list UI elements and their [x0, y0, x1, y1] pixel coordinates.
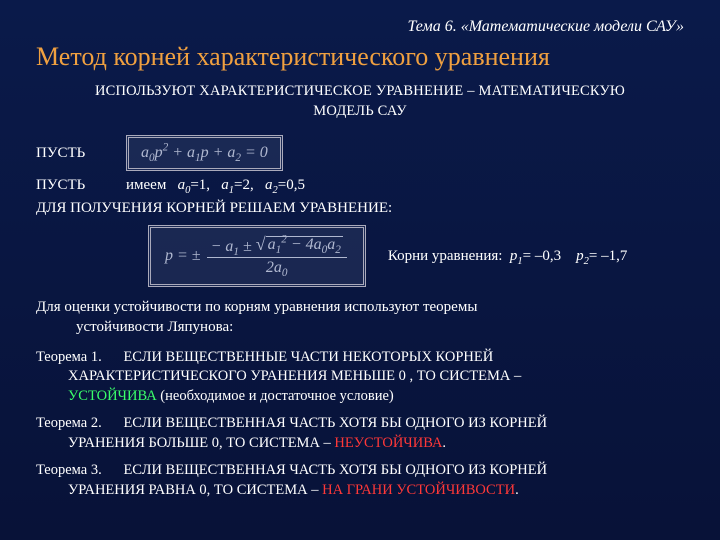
lyapunov-intro: Для оценки устойчивости по корням уравне…: [36, 297, 684, 338]
char-eq-text: a0p2 + a1p + a2 = 0: [141, 144, 268, 161]
theorem-1: Теорема 1. ЕСЛИ ВЕЩЕСТВЕННЫЕ ЧАСТИ НЕКОТ…: [36, 348, 684, 407]
theorem-3-tail: .: [515, 482, 519, 498]
have-word: имеем: [126, 177, 166, 194]
roots-text: Корни уравнения: p1= –0,3 p2= –1,7: [388, 248, 628, 265]
root-1: p1= –0,3: [510, 248, 561, 264]
theorem-2-pre: ЕСЛИ ВЕЩЕСТВЕННАЯ ЧАСТЬ ХОТЯ БЫ ОДНОГО И…: [123, 415, 547, 431]
theorem-1-body: ХАРАКТЕРИСТИЧЕСКОГО УРАНЕНИЯ МЕНЬШЕ 0 , …: [68, 368, 521, 384]
uses-line-1: ИСПОЛЬЗУЮТ ХАРАКТЕРИСТИЧЕСКОЕ УРАВНЕНИЕ …: [95, 83, 625, 99]
char-eq-row: ПУСТЬ a0p2 + a1p + a2 = 0: [36, 135, 684, 171]
roots-row: p = ± − a1 ± √a12 − 4a0a2 2a0 Корни урав…: [36, 225, 684, 287]
theorem-1-status: УСТОЙЧИВА: [68, 388, 157, 404]
lyap-line-1: Для оценки устойчивости по корням уравне…: [36, 299, 477, 315]
roots-label: Корни уравнения:: [388, 248, 503, 264]
coefs-row: ПУСТЬ имеем a0=1, a1=2, a2=0,5: [36, 177, 684, 194]
root-2: p2= –1,7: [576, 248, 627, 264]
theorem-2: Теорема 2. ЕСЛИ ВЕЩЕСТВЕННАЯ ЧАСТЬ ХОТЯ …: [36, 414, 684, 453]
theorem-2-status: НЕУСТОЙЧИВА: [334, 435, 442, 451]
theorem-1-pre: ЕСЛИ ВЕЩЕСТВЕННЫЕ ЧАСТИ НЕКОТОРЫХ КОРНЕЙ: [123, 349, 493, 365]
theorem-2-tail: .: [442, 435, 446, 451]
roots-formula-box: p = ± − a1 ± √a12 − 4a0a2 2a0: [148, 225, 366, 287]
coef-a0: a0=1,: [178, 177, 210, 194]
char-equation-box: a0p2 + a1p + a2 = 0: [126, 135, 283, 171]
theorem-1-label: Теорема 1.: [36, 349, 102, 365]
lyap-line-2: устойчивости Ляпунова:: [36, 317, 684, 337]
theorem-1-tail: (необходимое и достаточное условие): [157, 388, 394, 404]
let-label-1: ПУСТЬ: [36, 145, 126, 162]
slide-title: Метод корней характеристического уравнен…: [36, 42, 684, 72]
coef-a1: a1=2,: [221, 177, 253, 194]
uses-block: ИСПОЛЬЗУЮТ ХАРАКТЕРИСТИЧЕСКОЕ УРАВНЕНИЕ …: [36, 82, 684, 121]
theorem-2-body: УРАНЕНИЯ БОЛЬШЕ 0, ТО СИСТЕМА –: [68, 435, 334, 451]
slide: Тема 6. «Математические модели САУ» Мето…: [0, 0, 720, 540]
topic-line: Тема 6. «Математические модели САУ»: [36, 18, 684, 36]
theorem-3-body: УРАНЕНИЯ РАВНА 0, ТО СИСТЕМА –: [68, 482, 322, 498]
theorem-3-status: НА ГРАНИ УСТОЙЧИВОСТИ: [322, 482, 515, 498]
theorem-3-pre: ЕСЛИ ВЕЩЕСТВЕННАЯ ЧАСТЬ ХОТЯ БЫ ОДНОГО И…: [123, 462, 547, 478]
theorem-3-label: Теорема 3.: [36, 462, 102, 478]
let-label-2: ПУСТЬ: [36, 177, 126, 194]
solve-line: ДЛЯ ПОЛУЧЕНИЯ КОРНЕЙ РЕШАЕМ УРАВНЕНИЕ:: [36, 200, 684, 217]
theorem-2-label: Теорема 2.: [36, 415, 102, 431]
roots-formula: p = ± − a1 ± √a12 − 4a0a2 2a0: [165, 247, 349, 264]
theorem-3: Теорема 3. ЕСЛИ ВЕЩЕСТВЕННАЯ ЧАСТЬ ХОТЯ …: [36, 461, 684, 500]
uses-line-2: МОДЕЛЬ САУ: [313, 103, 406, 119]
coef-a2: a2=0,5: [265, 177, 305, 194]
